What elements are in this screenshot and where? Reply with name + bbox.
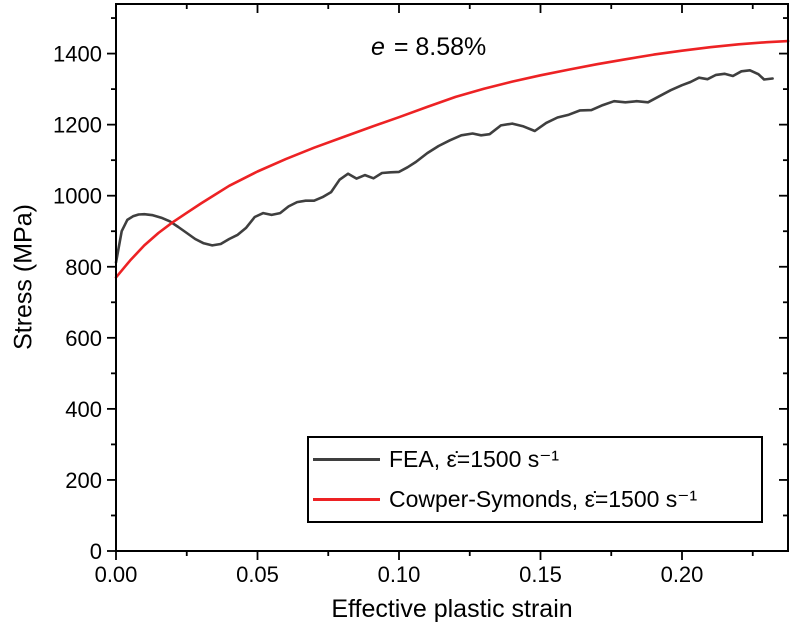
x-tick-label: 0.20: [661, 562, 704, 587]
y-tick-label: 1000: [53, 184, 102, 209]
x-tick-label: 0.05: [236, 562, 279, 587]
x-tick-label: 0.10: [378, 562, 421, 587]
annotation-strain-rate: e = 8.58%: [371, 33, 486, 62]
y-tick-label: 0: [90, 539, 102, 564]
x-tick-label: 0.00: [95, 562, 138, 587]
y-tick-label: 600: [65, 326, 102, 351]
y-axis-title: Stress (MPa): [9, 204, 38, 350]
annotation-symbol: e: [371, 33, 385, 61]
y-tick-label: 1400: [53, 42, 102, 67]
legend-line-fea: [313, 458, 380, 462]
legend-label-cowper-symonds: Cowper-Symonds, ε̇=1500 s⁻¹: [389, 485, 698, 512]
plot-frame: [115, 3, 789, 552]
annotation-value: = 8.58%: [386, 33, 487, 61]
curve-cowper-symonds: [114, 39, 790, 279]
legend-line-cowper-symonds: [313, 497, 380, 501]
legend-item-cowper-symonds: Cowper-Symonds, ε̇=1500 s⁻¹: [309, 481, 761, 517]
legend-item-fea: FEA, ε̇=1500 s⁻¹: [309, 442, 761, 478]
y-tick-label: 400: [65, 397, 102, 422]
legend-label-fea: FEA, ε̇=1500 s⁻¹: [389, 446, 560, 473]
curve-fea: [114, 69, 774, 264]
legend: FEA, ε̇=1500 s⁻¹ Cowper-Symonds, ε̇=1500…: [307, 436, 763, 523]
y-tick-label: 1200: [53, 113, 102, 138]
x-axis-title: Effective plastic strain: [331, 595, 573, 623]
x-tick-label: 0.15: [519, 562, 562, 587]
y-tick-label: 800: [65, 255, 102, 280]
y-tick-label: 200: [65, 468, 102, 493]
